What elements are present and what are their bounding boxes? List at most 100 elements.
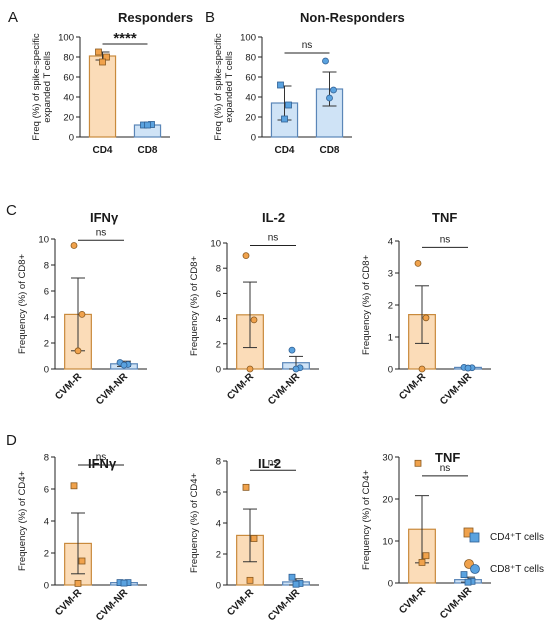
x-tick-label: CVM-NR xyxy=(266,371,303,408)
data-point xyxy=(292,580,300,588)
significance-label: ns xyxy=(440,463,451,474)
x-tick-label: CVM-R xyxy=(53,587,85,619)
y-tick-label: 4 xyxy=(44,517,49,528)
x-tick-label: CVM-R xyxy=(225,587,257,619)
panel-title: IL-2 xyxy=(262,210,285,225)
panel-title: TNF xyxy=(435,450,460,465)
data-point xyxy=(330,86,337,94)
x-tick-label: CD4 xyxy=(92,145,112,156)
y-tick-label: 2 xyxy=(44,339,49,350)
y-axis-label: expanded T cells xyxy=(224,51,235,123)
significance-label: ns xyxy=(302,40,313,51)
data-point xyxy=(250,535,258,542)
data-point xyxy=(460,571,468,578)
y-tick-label: 0 xyxy=(388,365,393,376)
y-tick-label: 0 xyxy=(216,365,221,376)
y-tick-label: 3 xyxy=(388,269,393,280)
y-tick-label: 8 xyxy=(44,453,49,464)
x-tick-label: CVM-R xyxy=(397,371,429,403)
y-tick-label: 8 xyxy=(216,264,221,275)
bar-A-0 xyxy=(88,55,117,138)
data-point xyxy=(70,242,78,249)
x-tick-label: CVM-R xyxy=(225,371,257,403)
y-axis-label: expanded T cells xyxy=(42,51,53,123)
y-tick-label: 2 xyxy=(388,301,393,312)
y-tick-label: 8 xyxy=(44,261,49,272)
panel-title: TNF xyxy=(432,210,457,225)
data-point xyxy=(74,580,82,587)
y-tick-label: 10 xyxy=(210,239,221,250)
legend-label-cd4: CD4⁺T cells xyxy=(490,532,544,543)
y-tick-label: 10 xyxy=(38,235,49,246)
data-point xyxy=(242,483,250,491)
y-tick-label: 8 xyxy=(216,457,221,468)
y-tick-label: 40 xyxy=(63,93,74,104)
y-tick-label: 4 xyxy=(216,314,221,325)
y-axis-label: Freq (%) of spike-specific xyxy=(31,33,42,140)
panel-title: IFNγ xyxy=(88,456,117,471)
legend-marker-cd8-circle xyxy=(470,564,480,574)
data-point xyxy=(418,559,426,566)
data-point xyxy=(292,365,300,373)
legend-marker-cd4-square xyxy=(463,527,474,538)
panel-A: A Responders 0 20 40 60 80 100 Freq (%) of spike… xyxy=(8,9,193,156)
y-tick-label: 2 xyxy=(216,339,221,350)
panel-D2: IL-2 0 2 4 6 8 Frequency (%) of CD4+ CVM-R CVM-N… xyxy=(189,456,319,623)
data-point xyxy=(144,121,151,129)
y-axis-label: Freq (%) of spike-specific xyxy=(213,33,224,140)
y-tick-label: 0 xyxy=(44,581,49,592)
data-point xyxy=(95,48,102,56)
data-point xyxy=(281,115,288,123)
y-tick-label: 40 xyxy=(245,93,256,104)
y-axis-label: Frequency (%) of CD4+ xyxy=(17,471,28,572)
data-point xyxy=(414,259,422,267)
data-point xyxy=(277,81,284,89)
x-tick-label: CVM-NR xyxy=(438,371,475,408)
x-tick-label: CVM-NR xyxy=(438,585,475,622)
y-tick-label: 0 xyxy=(388,579,393,590)
y-tick-label: 6 xyxy=(216,289,221,300)
y-tick-label: 2 xyxy=(216,550,221,561)
legend-label-cd8: CD8⁺T cells xyxy=(490,564,544,575)
data-point xyxy=(414,459,422,467)
y-tick-label: 0 xyxy=(44,365,49,376)
y-axis-label: Frequency (%) of CD4+ xyxy=(361,470,372,571)
legend: CD4⁺T cells CD8⁺T cells xyxy=(463,527,544,575)
data-point xyxy=(464,578,472,586)
y-tick-label: 1 xyxy=(388,333,393,344)
significance-label: ns xyxy=(96,227,107,238)
y-tick-label: 0 xyxy=(216,581,221,592)
data-point xyxy=(285,101,292,109)
panel-title: IL-2 xyxy=(258,456,281,471)
panel-C3: TNF 0 1 2 3 4 Frequency (%) of CD8+ CVM-R CVM-NR… xyxy=(361,210,491,407)
y-tick-label: 4 xyxy=(388,237,393,248)
y-tick-label: 0 xyxy=(251,133,256,144)
y-tick-label: 20 xyxy=(382,495,393,506)
legend-item-cd4: CD4⁺T cells xyxy=(463,527,544,543)
y-tick-label: 4 xyxy=(216,519,221,530)
panel-letter: A xyxy=(8,9,18,26)
y-axis-label: Frequency (%) of CD8+ xyxy=(17,254,28,355)
data-point xyxy=(464,364,472,372)
data-point xyxy=(288,573,296,581)
y-axis-label: Frequency (%) of CD8+ xyxy=(361,255,372,356)
y-axis-label: Frequency (%) of CD4+ xyxy=(189,473,200,574)
y-axis-label: Frequency (%) of CD8+ xyxy=(189,256,200,357)
significance-label: **** xyxy=(113,30,137,47)
panel-letter: D xyxy=(6,432,17,449)
panel-title: IFNγ xyxy=(90,210,119,225)
x-tick-label: CVM-NR xyxy=(94,371,131,408)
data-point xyxy=(242,252,250,260)
data-point xyxy=(422,552,430,560)
data-point xyxy=(250,316,258,324)
y-tick-label: 80 xyxy=(63,53,74,64)
panel-B: B Non-Responders 0 20 40 60 80 100 Freq (%) of s… xyxy=(205,9,405,156)
y-tick-label: 30 xyxy=(382,453,393,464)
data-point xyxy=(103,53,110,61)
panel-C2: IL-2 0 2 4 6 8 10 Frequency (%) of CD8+ CVM-R CVM… xyxy=(189,210,319,407)
y-tick-label: 100 xyxy=(58,33,74,44)
data-point xyxy=(326,94,333,102)
x-tick-label: CVM-NR xyxy=(94,587,131,624)
data-point xyxy=(78,557,86,565)
panel-title: Responders xyxy=(118,10,193,25)
